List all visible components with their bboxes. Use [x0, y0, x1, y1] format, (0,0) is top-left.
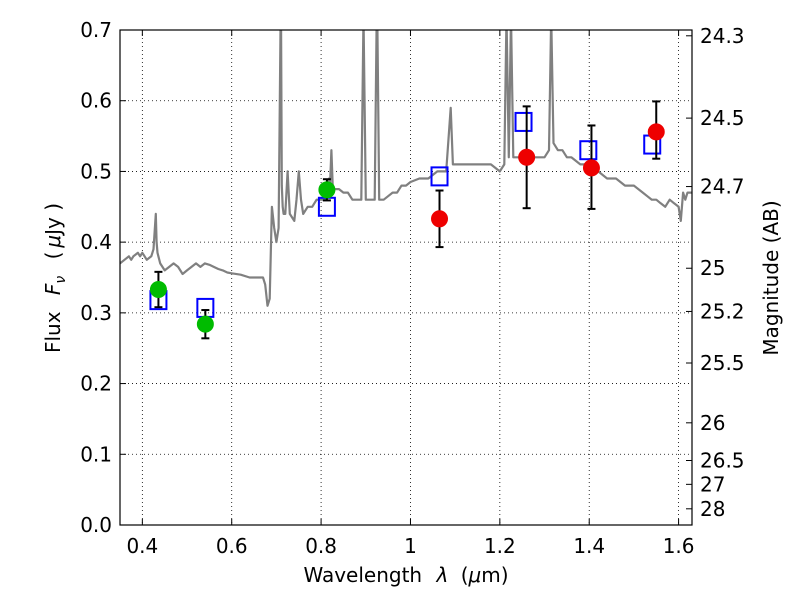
- y-axis-label: Flux Fν ( μJy ): [41, 203, 70, 353]
- plot-background: [120, 30, 692, 525]
- x-axis: 0.4 0.6 0.8 1 1.2 1.4 1.6: [126, 30, 695, 558]
- data-point-marker: [149, 281, 167, 299]
- y-tick-label: 0.5: [80, 159, 112, 183]
- y2-tick-label: 24.3: [700, 24, 745, 48]
- x-axis-unit-rest: m): [481, 563, 508, 587]
- model-square-marker: [514, 111, 533, 132]
- y-axis-label-text: Flux: [41, 311, 65, 353]
- x-axis-label: Wavelength λ (μm): [303, 563, 508, 587]
- markers-layer: [149, 100, 665, 340]
- data-point-marker: [431, 210, 449, 228]
- y2-tick-label: 27: [700, 472, 725, 496]
- x-tick-label: 0.4: [126, 534, 158, 558]
- y2-tick-label: 25.2: [700, 299, 745, 323]
- y-tick-label: 0.2: [80, 372, 112, 396]
- y-tick-label: 0.4: [80, 230, 112, 254]
- x-axis-unit-open: (: [461, 563, 469, 587]
- y2-tick-label: 24.5: [700, 106, 745, 130]
- y2-tick-label: 25: [700, 256, 725, 280]
- x-tick-label: 1.6: [663, 534, 695, 558]
- y-axis: 0.0 0.1 0.2 0.3 0.4 0.5 0.6 0.7: [80, 18, 126, 537]
- model-square-marker: [430, 166, 449, 187]
- y2-tick-label: 26: [700, 411, 725, 435]
- spectrum-layer: [120, 30, 692, 307]
- y2-tick-label: 28: [700, 497, 725, 521]
- y-tick-label: 0.0: [80, 513, 112, 537]
- y-tick-label: 0.6: [80, 89, 112, 113]
- data-point-marker: [318, 181, 336, 199]
- y-axis-unit-rest: Jy ): [41, 203, 65, 237]
- x-tick-label: 1: [404, 534, 417, 558]
- x-tick-label: 0.6: [216, 534, 248, 558]
- y-axis-unit-open: (: [41, 252, 65, 260]
- data-point-marker: [582, 159, 600, 177]
- data-point-marker: [518, 148, 536, 166]
- spectrum-line: [120, 30, 692, 307]
- y-tick-label: 0.7: [80, 18, 112, 42]
- y-axis-symbol: F: [41, 283, 65, 295]
- y2-tick-label: 26.5: [700, 449, 745, 473]
- x-axis-symbol: λ: [435, 563, 448, 587]
- x-tick-label: 0.8: [305, 534, 337, 558]
- plot-frame: [119, 29, 693, 526]
- y2-tick-label: 24.7: [700, 175, 745, 199]
- x-axis-label-text: Wavelength: [303, 563, 422, 587]
- y2-tick-label: 25.5: [700, 351, 745, 375]
- x-axis-unit-mu: μ: [468, 563, 482, 587]
- y-tick-label: 0.1: [80, 442, 112, 466]
- y-axis-unit-mu: μ: [41, 235, 65, 249]
- x-tick-label: 1.2: [484, 534, 516, 558]
- x-tick-label: 1.4: [573, 534, 605, 558]
- y-tick-label: 0.3: [80, 301, 112, 325]
- data-point-marker: [647, 123, 665, 141]
- model-square-marker: [579, 140, 598, 161]
- data-point-marker: [196, 315, 214, 333]
- y2-axis-label: Magnitude (AB): [759, 200, 783, 355]
- y-axis-symbol-sub: ν: [53, 276, 69, 284]
